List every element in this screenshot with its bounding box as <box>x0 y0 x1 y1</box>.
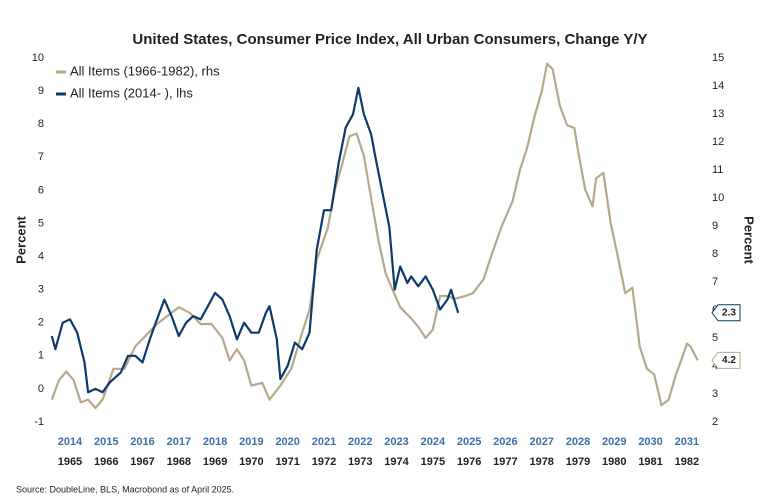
x-tick-label: 2028 <box>566 436 590 448</box>
y-tick-label: 0 <box>38 383 44 395</box>
end-label: 2.3 <box>722 307 736 318</box>
y-tick-label: 3 <box>38 284 44 296</box>
end-label-box <box>711 351 741 369</box>
y2-tick-label: 13 <box>712 108 724 120</box>
y2-tick-label: 14 <box>712 80 724 92</box>
y2-tick-label: 15 <box>712 52 724 64</box>
x-tick-label: 2017 <box>167 436 191 448</box>
x-tick-label: 2016 <box>130 436 154 448</box>
legend-label: All Items (1966-1982), rhs <box>70 63 220 78</box>
x2-tick-label: 1966 <box>94 456 118 468</box>
y-tick-label: 10 <box>32 52 44 64</box>
x-tick-label: 2018 <box>203 436 227 448</box>
x-tick-label: 2019 <box>239 436 263 448</box>
x2-tick-label: 1975 <box>421 456 445 468</box>
x2-tick-label: 1972 <box>312 456 336 468</box>
x2-tick-label: 1965 <box>58 456 82 468</box>
series-line <box>50 62 699 410</box>
x2-tick-label: 1981 <box>638 456 662 468</box>
x-tick-label: 2023 <box>384 436 408 448</box>
x2-tick-label: 1974 <box>384 456 409 468</box>
x2-tick-label: 1980 <box>602 456 626 468</box>
y2-tick-label: 3 <box>712 388 718 400</box>
y2-axis-title: Percent <box>742 216 757 264</box>
x2-tick-label: 1969 <box>203 456 227 468</box>
x-tick-label: 2022 <box>348 436 372 448</box>
x2-tick-label: 1978 <box>529 456 553 468</box>
x-tick-label: 2031 <box>675 436 699 448</box>
y-tick-label: 5 <box>38 217 44 229</box>
y2-tick-label: 12 <box>712 136 724 148</box>
chart-title: United States, Consumer Price Index, All… <box>132 31 647 48</box>
source-note: Source: DoubleLine, BLS, Macrobond as of… <box>16 484 234 494</box>
y2-tick-label: 7 <box>712 276 718 288</box>
x-tick-label: 2014 <box>58 436 83 448</box>
y-tick-label: 4 <box>38 250 44 262</box>
end-label-box <box>711 304 741 322</box>
y2-tick-label: 10 <box>712 192 724 204</box>
y2-tick-label: 4 <box>712 360 718 372</box>
x-tick-label: 2029 <box>602 436 626 448</box>
y2-tick-label: 11 <box>712 164 723 176</box>
x2-tick-label: 1970 <box>239 456 263 468</box>
y-tick-label: 2 <box>38 317 44 329</box>
x2-tick-label: 1976 <box>457 456 481 468</box>
x-tick-label: 2025 <box>457 436 481 448</box>
y2-tick-label: 5 <box>712 332 718 344</box>
y-tick-label: -1 <box>34 416 44 428</box>
x2-tick-label: 1967 <box>130 456 154 468</box>
y-axis-title: Percent <box>13 215 28 263</box>
x2-tick-label: 1973 <box>348 456 372 468</box>
y-tick-label: 6 <box>38 184 44 196</box>
series-line <box>50 86 460 394</box>
x-tick-label: 2026 <box>493 436 517 448</box>
y-tick-label: 7 <box>38 151 44 163</box>
x2-tick-label: 1979 <box>566 456 590 468</box>
x-tick-label: 2030 <box>638 436 662 448</box>
x-tick-label: 2021 <box>312 436 336 448</box>
y2-tick-label: 8 <box>712 248 718 260</box>
x2-tick-label: 1977 <box>493 456 517 468</box>
end-label: 4.2 <box>722 355 736 366</box>
x-tick-label: 2020 <box>275 436 299 448</box>
x-tick-label: 2027 <box>529 436 553 448</box>
x2-tick-label: 1971 <box>275 456 299 468</box>
y-tick-label: 8 <box>38 118 44 130</box>
y-tick-label: 9 <box>38 85 44 97</box>
x-tick-label: 2015 <box>94 436 118 448</box>
x2-tick-label: 1968 <box>167 456 191 468</box>
y2-tick-label: 2 <box>712 416 718 428</box>
x-tick-label: 2024 <box>421 436 446 448</box>
legend-label: All Items (2014- ), lhs <box>70 85 193 100</box>
y-tick-label: 1 <box>38 350 44 362</box>
x2-tick-label: 1982 <box>675 456 699 468</box>
y2-tick-label: 9 <box>712 220 718 232</box>
